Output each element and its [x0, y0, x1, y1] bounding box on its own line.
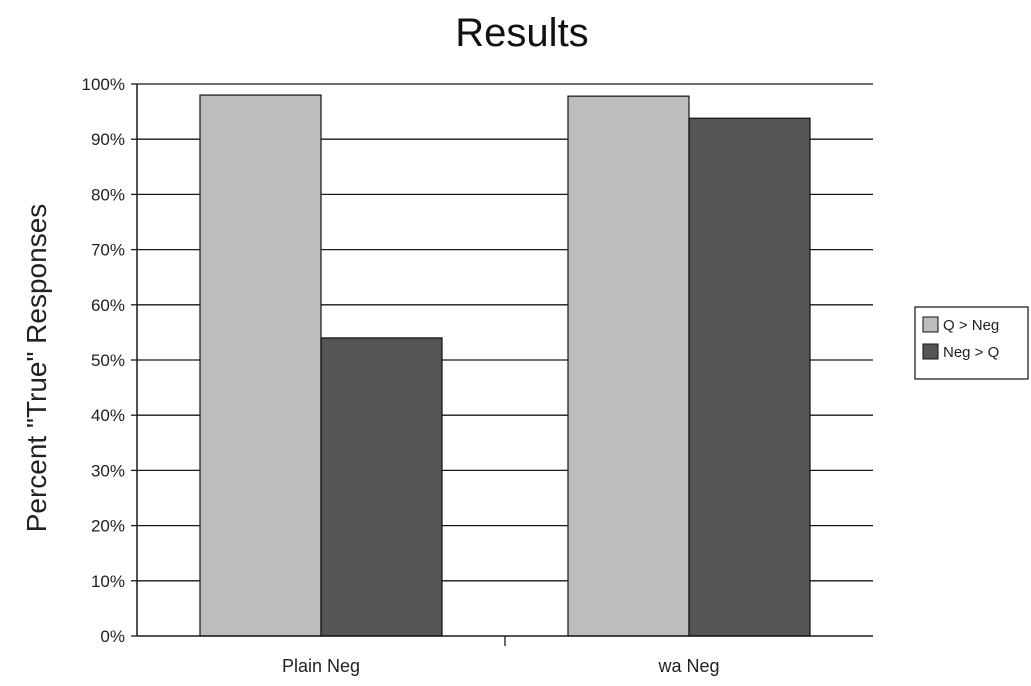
y-tick-label: 80% — [91, 185, 125, 204]
axes — [131, 83, 873, 646]
x-category-label: wa Neg — [657, 656, 719, 676]
x-category-label: Plain Neg — [282, 656, 360, 676]
bars — [199, 94, 811, 637]
legend-label: Q > Neg — [943, 317, 999, 334]
y-tick-label: 100% — [82, 75, 125, 94]
y-tick-label: 50% — [91, 351, 125, 370]
legend: Q > Neg Neg > Q — [914, 306, 1029, 380]
legend-swatch — [922, 343, 939, 360]
bar-neg-gt-q-plain-neg — [320, 337, 443, 637]
legend-swatch — [922, 316, 939, 333]
bar-neg-gt-q-wa-neg — [688, 117, 811, 637]
chart-title: Results — [455, 11, 588, 55]
legend-label: Neg > Q — [943, 344, 999, 361]
y-tick-label: 0% — [100, 627, 125, 646]
y-tick-label: 60% — [91, 296, 125, 315]
y-tick-label: 70% — [91, 241, 125, 260]
y-tick-label: 40% — [91, 406, 125, 425]
y-tick-label: 20% — [91, 517, 125, 536]
bar-q-gt-neg-wa-neg — [567, 95, 690, 637]
y-tick-label: 30% — [91, 461, 125, 480]
y-axis-label: Percent "True" Responses — [21, 204, 52, 533]
bar-q-gt-neg-plain-neg — [199, 94, 322, 637]
y-tick-labels: 0% 10% 20% 30% 40% 50% 60% 70% 80% 90% 100% — [82, 75, 125, 646]
x-category-labels: Plain Neg wa Neg — [282, 656, 720, 676]
y-tick-label: 90% — [91, 130, 125, 149]
y-tick-label: 10% — [91, 572, 125, 591]
